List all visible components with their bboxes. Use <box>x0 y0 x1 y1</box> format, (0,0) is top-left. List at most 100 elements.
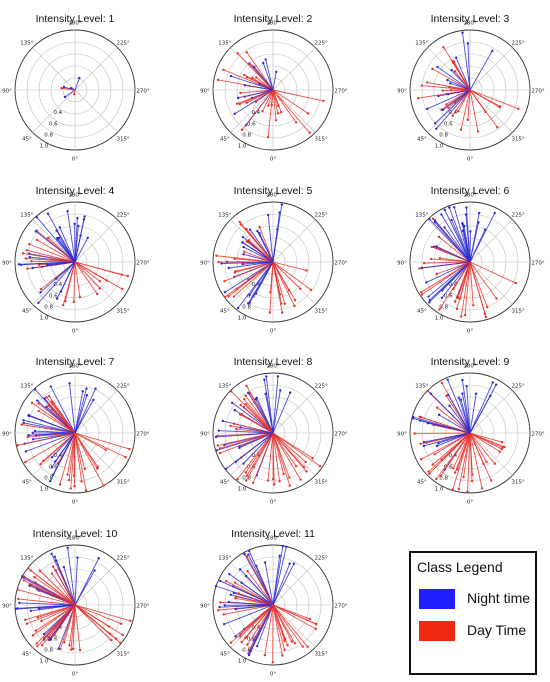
day-vector-tip <box>47 402 50 406</box>
night-vector-tip <box>231 585 235 588</box>
night-vector-tip <box>218 605 221 609</box>
day-vector-tip <box>39 287 43 291</box>
day-vector <box>74 604 131 622</box>
night-vector <box>423 432 471 443</box>
grid-spoke <box>469 261 513 305</box>
day-vector <box>28 568 76 606</box>
night-vector-tip <box>241 235 245 239</box>
night-vector <box>447 394 471 434</box>
day-vector <box>240 404 274 434</box>
day-vector <box>272 432 306 463</box>
class-legend: Class Legend Night time Day Time <box>409 551 537 675</box>
day-vector-tip <box>42 636 46 639</box>
day-vector-tip <box>27 567 30 570</box>
night-vector <box>228 261 274 269</box>
night-vector <box>435 89 471 130</box>
day-vector <box>267 89 274 106</box>
day-vector-tip <box>245 50 248 54</box>
angle-tick-label: 0° <box>270 157 276 163</box>
day-vector-tip <box>489 479 493 482</box>
day-vector-tip <box>500 440 504 444</box>
day-vector <box>239 89 274 105</box>
day-vector-tip <box>283 648 286 652</box>
night-vector <box>466 386 471 434</box>
angle-tick-label: 135° <box>218 383 231 389</box>
angle-tick-label: 315° <box>511 309 524 315</box>
day-vector-tip <box>466 490 469 493</box>
angle-tick-label: 90° <box>200 432 210 438</box>
night-vector-tip <box>248 228 252 231</box>
day-vector-tip <box>235 102 239 105</box>
panel-title: Intensity Level: 2 <box>234 13 313 25</box>
angle-tick-label: 90° <box>397 432 407 438</box>
day-vector <box>469 432 492 481</box>
day-vector <box>264 604 274 656</box>
night-vector <box>272 204 283 263</box>
night-vector-tip <box>249 649 252 653</box>
night-vector-tip <box>465 206 468 209</box>
day-vector-tip <box>69 487 72 490</box>
day-vector-tip <box>438 256 442 260</box>
day-vector <box>463 432 471 478</box>
day-vector <box>460 261 471 317</box>
day-vector-tip <box>233 581 237 584</box>
night-vector-tip <box>45 405 48 409</box>
day-vector <box>272 261 312 291</box>
day-vector <box>271 89 274 106</box>
night-vector <box>237 261 274 309</box>
grid-spoke <box>272 47 316 91</box>
day-vector-tip <box>430 257 433 261</box>
night-vector-tip <box>241 241 244 244</box>
night-vector-tip <box>433 122 437 125</box>
night-vector-tip <box>474 392 478 395</box>
day-vector-tip <box>40 644 44 647</box>
night-vector-tip <box>457 396 461 399</box>
angle-tick-label: 225° <box>314 212 327 218</box>
night-vector-tip <box>21 575 24 578</box>
radius-tick-label: 0.4 <box>448 110 457 116</box>
night-vector-tip <box>224 467 228 471</box>
day-vector <box>244 251 274 263</box>
day-vector <box>424 261 471 264</box>
day-vector <box>43 604 76 639</box>
day-vector <box>262 89 274 112</box>
angle-tick-label: 135° <box>415 383 428 389</box>
day-vector-tip <box>229 641 233 644</box>
day-vector-tip <box>480 487 484 490</box>
angle-tick-label: 270° <box>136 89 149 95</box>
night-vector <box>441 261 471 299</box>
night-vector-tip <box>228 572 231 576</box>
day-vector-tip <box>59 647 62 651</box>
day-vector <box>240 89 274 94</box>
night-vector <box>248 550 274 606</box>
day-vector-tip <box>250 64 253 67</box>
night-vector <box>455 57 471 91</box>
day-vector-tip <box>78 295 82 299</box>
angle-tick-label: 45° <box>220 480 230 486</box>
angle-tick-label: 225° <box>116 40 129 46</box>
day-vector <box>59 432 76 485</box>
day-vector <box>241 89 274 131</box>
night-vector <box>64 89 76 98</box>
day-vector-tip <box>223 295 227 299</box>
night-vector-tip <box>49 638 52 642</box>
angle-tick-label: 225° <box>314 555 327 561</box>
radius-tick-label: 0.4 <box>251 625 260 631</box>
night-vector-tip <box>459 398 463 401</box>
night-vector-tip <box>24 450 28 453</box>
day-vector-tip <box>247 649 251 652</box>
night-vector <box>240 427 274 434</box>
day-vector <box>245 395 274 434</box>
day-vector <box>421 85 471 91</box>
night-vector-tip <box>440 296 444 299</box>
day-vector <box>469 261 497 299</box>
night-vector <box>466 207 471 263</box>
day-vector <box>74 432 86 470</box>
day-vector-tip <box>439 474 442 478</box>
angle-tick-label: 315° <box>116 309 129 315</box>
panel-title: Intensity Level: 6 <box>431 185 510 197</box>
night-vector-tip <box>92 398 95 402</box>
day-vector-tip <box>36 645 39 648</box>
day-vector <box>272 432 291 486</box>
night-vector-tip <box>86 236 89 239</box>
